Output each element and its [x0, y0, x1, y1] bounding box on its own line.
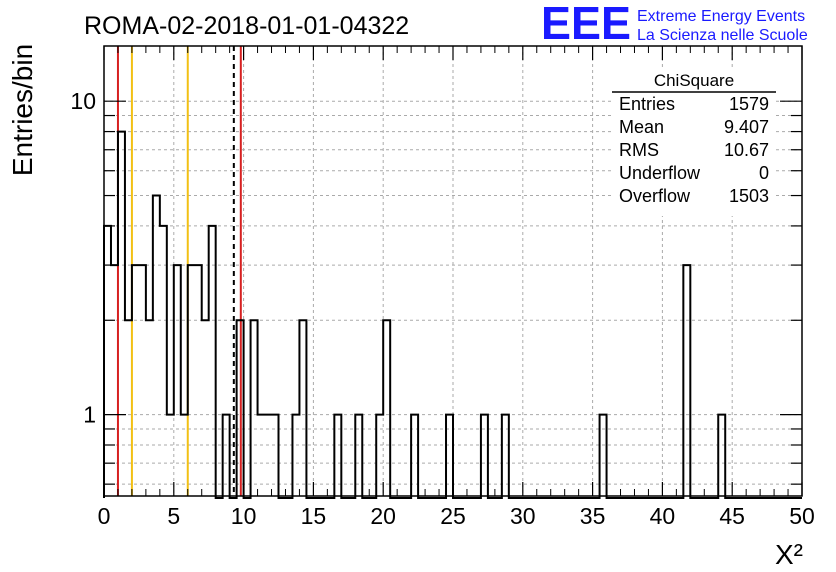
histogram-bin	[383, 320, 390, 496]
stats-value: 10.67	[724, 140, 769, 160]
x-tick-label: 45	[719, 503, 745, 529]
histogram-bin	[258, 415, 265, 496]
stats-value: 9.407	[724, 117, 769, 137]
histogram-bin	[299, 320, 306, 496]
stats-value: 1503	[729, 186, 769, 206]
eee-logo: EEE Extreme Energy Events La Scienza nel…	[541, 0, 808, 49]
histogram-bin	[272, 415, 279, 496]
stats-label: Entries	[619, 94, 675, 114]
histogram-bin	[446, 415, 453, 496]
stats-rows: Entries 1579 Mean 9.407 RMS 10.67 Underflow 0 Ov…	[619, 94, 769, 206]
x-tick-label: 50	[789, 503, 815, 529]
histogram-bin	[502, 415, 509, 496]
histogram-bin	[481, 415, 488, 496]
x-tick-labels: 0 5 10 15 20 25 30 35 40 45 50	[98, 503, 815, 529]
histogram-bin	[125, 320, 132, 496]
logo-line1: Extreme Energy Events	[637, 8, 805, 25]
histogram-series	[103, 130, 802, 499]
histogram-bin	[188, 265, 195, 496]
y-tick-label: 1	[83, 402, 96, 428]
stats-label: Mean	[619, 117, 664, 137]
histogram-bin	[411, 415, 418, 496]
histogram-bin	[376, 415, 383, 496]
histogram-bin	[718, 415, 725, 496]
stats-label: Underflow	[619, 163, 701, 183]
logo-mark: EEE	[541, 0, 631, 49]
x-tick-label: 35	[580, 503, 606, 529]
x-tick-label: 5	[167, 503, 180, 529]
stats-value: 0	[759, 163, 769, 183]
y-axis-label: Entries/bin	[7, 44, 38, 176]
x-axis-label: X²	[775, 539, 803, 570]
histogram-bin	[355, 415, 362, 496]
y-tick-labels: 1 10	[70, 88, 96, 427]
stats-box: ChiSquare Entries 1579 Mean 9.407 RMS 10.67 Un…	[612, 68, 776, 216]
x-tick-label: 0	[98, 503, 111, 529]
chart-title: ROMA-02-2018-01-01-04322	[84, 12, 409, 40]
histogram-bin	[292, 415, 299, 496]
histogram-bin	[111, 265, 118, 496]
histogram-bin	[683, 265, 690, 496]
histogram-bin	[265, 415, 272, 496]
x-tick-label: 20	[370, 503, 396, 529]
y-tick-label: 10	[70, 88, 96, 114]
histogram-bin	[153, 196, 160, 496]
histogram-bin	[195, 265, 202, 496]
histogram-bin	[237, 320, 244, 496]
axes	[103, 45, 803, 497]
x-tick-label: 40	[650, 503, 676, 529]
histogram-bin	[223, 415, 230, 496]
histogram-bin	[132, 265, 139, 496]
histogram-bin	[181, 415, 188, 496]
plot-frame	[103, 45, 803, 497]
histogram-bin	[139, 265, 146, 496]
stats-value: 1579	[729, 94, 769, 114]
histogram-bin	[334, 415, 341, 496]
histogram-bin	[600, 415, 607, 496]
stats-label: Overflow	[619, 186, 691, 206]
histogram-bin	[174, 265, 181, 496]
histogram-bin	[167, 415, 174, 496]
x-tick-label: 25	[440, 503, 466, 529]
histogram-outline	[103, 130, 802, 499]
x-tick-label: 15	[301, 503, 327, 529]
stats-label: RMS	[619, 140, 659, 160]
histogram-bin	[118, 132, 125, 496]
histogram-bin	[202, 320, 209, 496]
histogram-bin	[251, 320, 258, 496]
histogram-bin	[160, 226, 167, 496]
stats-box-title: ChiSquare	[654, 71, 734, 90]
x-tick-label: 10	[231, 503, 257, 529]
histogram-bin	[209, 226, 216, 496]
logo-line2: La Scienza nelle Scuole	[637, 27, 808, 44]
histogram-bin	[104, 226, 111, 496]
histogram-bin	[146, 320, 153, 496]
x-tick-label: 30	[510, 503, 536, 529]
